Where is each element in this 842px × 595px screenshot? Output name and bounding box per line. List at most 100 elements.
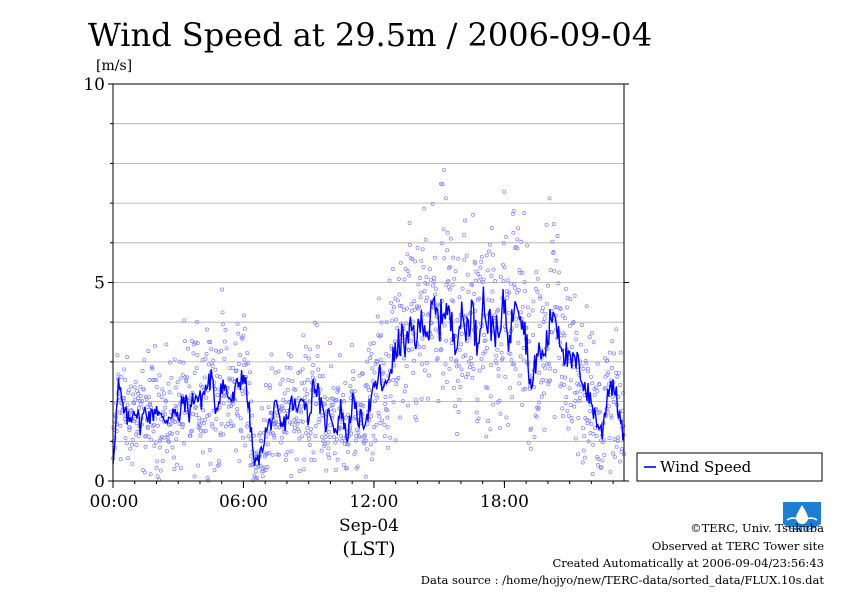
scatter-point (162, 412, 167, 417)
scatter-point (150, 424, 155, 429)
scatter-point (378, 421, 383, 425)
scatter-point (593, 426, 598, 431)
scatter-point (405, 306, 409, 311)
scatter-point (316, 367, 321, 372)
scatter-point (309, 426, 313, 431)
scatter-point (269, 352, 274, 357)
scatter-point (233, 341, 238, 346)
scatter-point (478, 265, 483, 270)
scatter-point (305, 426, 310, 431)
scatter-point (519, 310, 523, 315)
scatter-point (326, 452, 331, 457)
scatter-point (390, 309, 395, 314)
scatter-point (443, 196, 448, 201)
scatter-point (371, 433, 376, 438)
scatter-point (546, 382, 551, 386)
scatter-point (134, 443, 139, 447)
scatter-point (204, 351, 209, 356)
scatter-point (115, 353, 120, 358)
scatter-point (253, 475, 258, 480)
scatter-point (192, 474, 197, 479)
scatter-point (546, 283, 550, 288)
scatter-point (163, 405, 168, 410)
scatter-point (466, 359, 471, 364)
scatter-point (563, 375, 568, 380)
scatter-point (416, 282, 421, 287)
scatter-point (315, 353, 320, 358)
scatter-point (146, 426, 151, 430)
scatter-point (574, 330, 579, 335)
scatter-point (159, 395, 164, 400)
scatter-point (234, 411, 239, 416)
scatter-point (419, 396, 424, 401)
scatter-point (375, 314, 380, 319)
scatter-point (444, 338, 449, 343)
scatter-point (127, 428, 132, 433)
scatter-point (402, 389, 407, 394)
scatter-point (537, 370, 542, 375)
scatter-point (536, 400, 541, 405)
scatter-point (301, 333, 306, 338)
scatter-point (606, 370, 611, 375)
scatter-point (536, 407, 541, 412)
scatter-point (313, 320, 317, 325)
scatter-point (302, 457, 306, 462)
scatter-point (152, 443, 157, 448)
scatter-point (343, 381, 348, 385)
scatter-point (284, 365, 289, 370)
scatter-point (553, 305, 558, 309)
scatter-point (522, 279, 527, 284)
scatter-point (612, 351, 617, 356)
scatter-point (432, 255, 437, 260)
scatter-point (543, 366, 548, 371)
scatter-point (415, 245, 420, 250)
scatter-point (182, 318, 187, 323)
scatter-point (546, 379, 551, 384)
scatter-point (420, 336, 425, 341)
scatter-point (582, 455, 587, 460)
scatter-point (520, 270, 525, 275)
scatter-point (476, 272, 481, 276)
scatter-point (505, 278, 510, 283)
scatter-point (447, 287, 452, 292)
scatter-point (534, 286, 538, 291)
legend-box (636, 452, 823, 482)
scatter-point (463, 313, 468, 318)
scatter-point (321, 439, 326, 444)
scatter-point (489, 226, 494, 230)
scatter-point (204, 327, 209, 332)
scatter-point (243, 443, 248, 448)
scatter-point (183, 339, 187, 344)
scatter-point (286, 377, 291, 382)
scatter-point (502, 189, 507, 194)
scatter-point (371, 341, 376, 346)
scatter-point (119, 375, 124, 380)
scatter-point (383, 407, 388, 411)
scatter-point (382, 422, 387, 427)
scatter-point (220, 287, 225, 292)
scatter-point (140, 369, 145, 373)
scatter-point (253, 469, 258, 474)
scatter-point (425, 282, 430, 287)
scatter-point (331, 386, 336, 391)
scatter-point (248, 370, 252, 375)
scatter-point (375, 360, 380, 364)
scatter-point (235, 413, 240, 418)
scatter-point (532, 435, 537, 440)
scatter-point (212, 380, 217, 385)
scatter-point (381, 370, 386, 375)
scatter-point (269, 366, 274, 371)
scatter-point (234, 368, 239, 373)
scatter-point (509, 358, 514, 363)
scatter-point (450, 283, 455, 288)
scatter-point (344, 466, 349, 471)
scatter-point (294, 457, 299, 462)
scatter-point (477, 296, 482, 301)
scatter-point (535, 276, 540, 281)
y-tick-label-10: 10 (83, 75, 105, 95)
scatter-point (460, 286, 465, 291)
scatter-point (268, 431, 273, 436)
scatter-point (469, 362, 474, 367)
scatter-point (126, 388, 131, 393)
scatter-point (159, 417, 164, 422)
